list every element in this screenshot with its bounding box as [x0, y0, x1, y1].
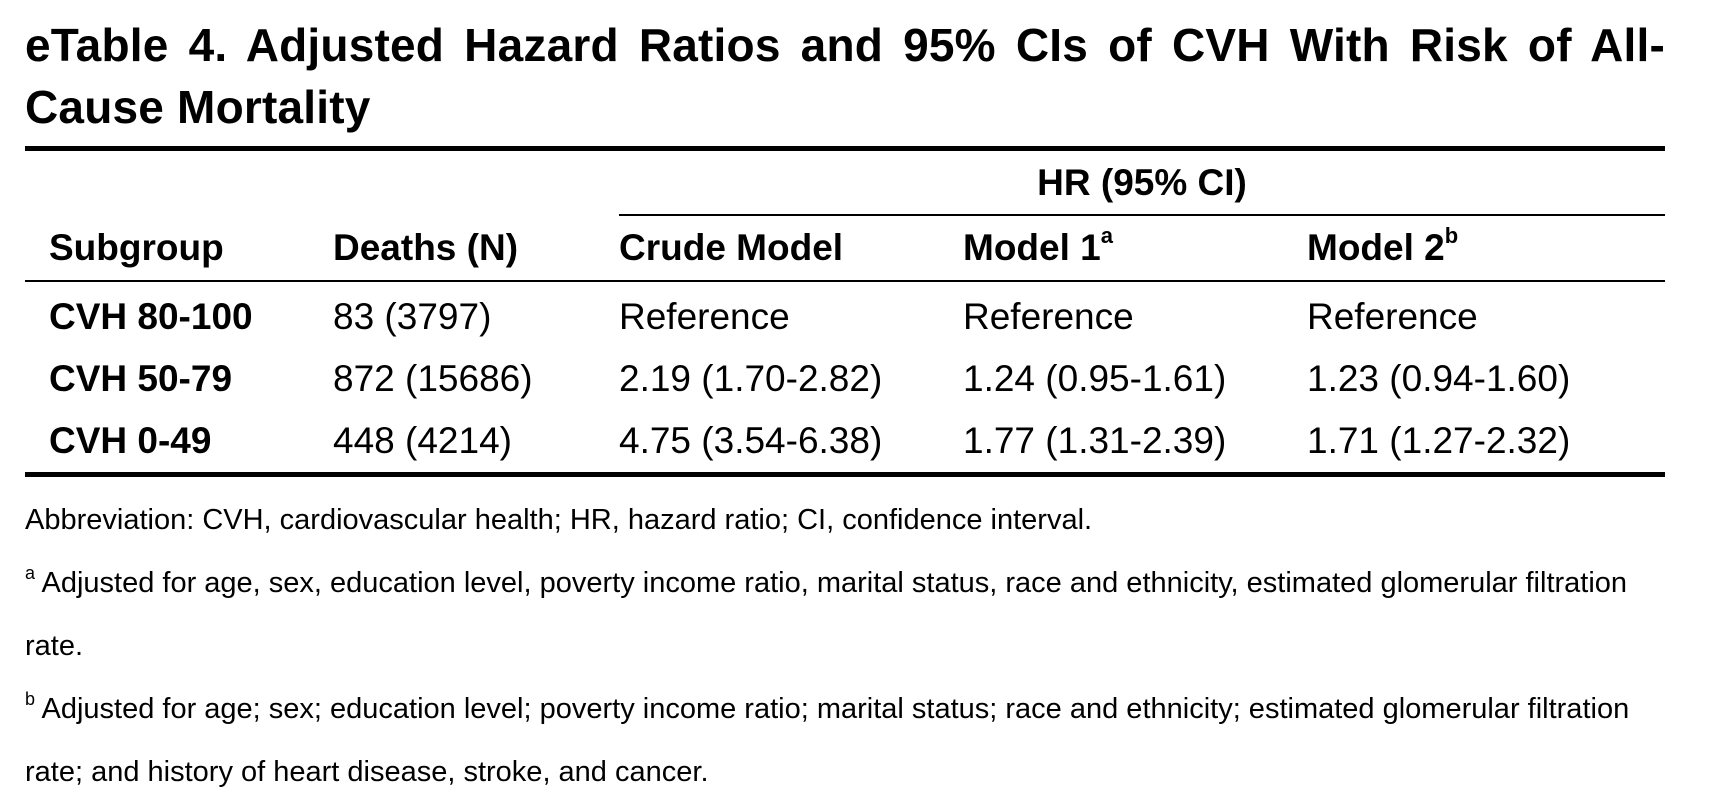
abbreviation-note: Abbreviation: CVH, cardiovascular health… [25, 504, 1093, 536]
cell-deaths: 83 (3797) [333, 296, 492, 337]
cell-subgroup: CVH 0-49 [49, 420, 212, 461]
footnote-marker-b: b [1444, 222, 1459, 248]
col-header-model2: Model 2b [1307, 215, 1666, 282]
footnote-marker-a: a [1100, 222, 1113, 248]
group-header-row: HR (95% CI) [25, 148, 1666, 216]
document: eTable 4. Adjusted Hazard Ratios and 95%… [25, 14, 1666, 804]
table-row: CVH 50-79 872 (15686) 2.19 (1.70-2.82) 1… [25, 348, 1665, 410]
col-header-model1-label: Model 1 [963, 227, 1101, 268]
hazard-ratio-table: HR (95% CI) Subgroup Deaths (N) Crude Mo… [25, 146, 1666, 477]
hr-group-header: HR (95% CI) [619, 148, 1666, 216]
cell-subgroup: CVH 80-100 [49, 296, 253, 337]
col-header-crude: Crude Model [619, 215, 963, 282]
footnote-b-text: Adjusted for age; sex; education level; … [25, 693, 1630, 788]
table-row: CVH 0-49 448 (4214) 4.75 (3.54-6.38) 1.7… [25, 410, 1665, 475]
table-title: eTable 4. Adjusted Hazard Ratios and 95%… [25, 19, 1665, 133]
cell-model2: 1.23 (0.94-1.60) [1307, 358, 1571, 399]
cell-model1: 1.77 (1.31-2.39) [963, 420, 1227, 461]
cell-model1: 1.24 (0.95-1.61) [963, 358, 1227, 399]
cell-model1: Reference [963, 296, 1134, 337]
cell-model2: 1.71 (1.27-2.32) [1307, 420, 1571, 461]
cell-crude: Reference [619, 296, 790, 337]
empty-header-cell [333, 149, 619, 216]
footnote-a: a Adjusted for age, sex, education level… [25, 552, 1665, 678]
footnote-b: b Adjusted for age; sex; education level… [25, 678, 1665, 804]
col-header-deaths: Deaths (N) [333, 215, 619, 282]
cell-crude: 4.75 (3.54-6.38) [619, 420, 883, 461]
cell-crude: 2.19 (1.70-2.82) [619, 358, 883, 399]
col-header-model2-label: Model 2 [1307, 227, 1445, 268]
column-header-row: Subgroup Deaths (N) Crude Model Model 1a… [25, 215, 1666, 282]
cell-deaths: 872 (15686) [333, 358, 533, 399]
empty-header-cell [25, 149, 333, 216]
footnote-a-mark: a [25, 563, 36, 584]
cell-model2: Reference [1307, 296, 1478, 337]
footnote-a-text: Adjusted for age, sex, education level, … [25, 567, 1628, 662]
cell-deaths: 448 (4214) [333, 420, 512, 461]
cell-subgroup: CVH 50-79 [49, 358, 233, 399]
table-row: CVH 80-100 83 (3797) Reference Reference… [25, 281, 1665, 348]
footnote-b-mark: b [25, 689, 36, 710]
col-header-subgroup: Subgroup [25, 215, 333, 282]
table-notes: Abbreviation: CVH, cardiovascular health… [25, 489, 1665, 804]
col-header-model1: Model 1a [963, 215, 1307, 282]
